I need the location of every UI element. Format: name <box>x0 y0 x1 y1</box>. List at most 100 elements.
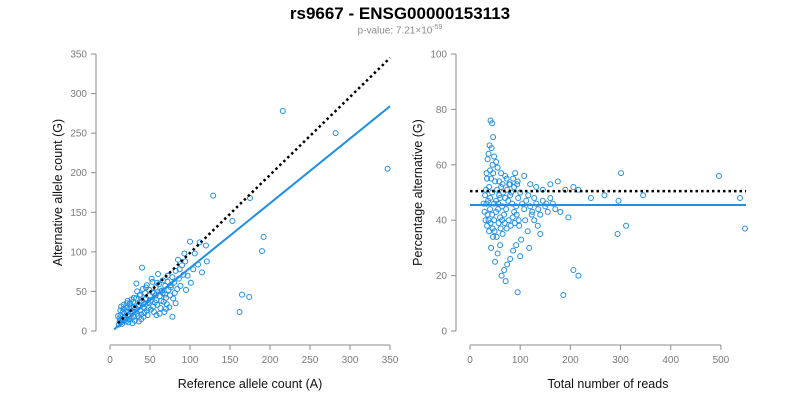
data-point <box>492 258 499 265</box>
data-point <box>511 219 518 226</box>
data-point <box>499 217 506 224</box>
data-point <box>203 258 210 265</box>
data-point <box>741 225 748 232</box>
data-point <box>484 211 491 218</box>
x-tick-label: 0 <box>467 355 473 366</box>
data-point <box>528 211 535 218</box>
data-point <box>514 181 521 188</box>
data-point <box>547 195 554 202</box>
data-point <box>158 297 165 304</box>
data-point <box>507 222 514 229</box>
data-point <box>521 206 528 213</box>
x-tick-label: 200 <box>262 355 279 366</box>
data-point <box>150 303 157 310</box>
data-point <box>480 200 487 207</box>
data-point <box>501 267 508 274</box>
y-tick-label: 300 <box>70 89 87 100</box>
data-point <box>191 250 198 257</box>
data-point <box>236 309 243 316</box>
data-point <box>488 145 495 152</box>
data-point <box>515 217 522 224</box>
data-point <box>156 310 163 317</box>
data-point <box>531 195 538 202</box>
data-point <box>513 203 520 210</box>
data-point <box>162 291 169 298</box>
data-point <box>187 279 194 286</box>
data-point <box>259 248 265 255</box>
chart-subtitle: p-value: 7.21×10-59 <box>0 24 800 36</box>
data-point <box>487 219 494 226</box>
data-point <box>527 181 534 188</box>
data-point <box>182 258 189 265</box>
data-point <box>482 217 489 224</box>
data-point <box>587 195 594 202</box>
x-tick-label: 300 <box>612 355 629 366</box>
x-tick-label: 100 <box>182 355 199 366</box>
data-point <box>134 288 141 295</box>
data-point <box>533 200 540 207</box>
data-point <box>172 300 179 307</box>
data-point <box>499 231 506 238</box>
data-point <box>601 192 608 199</box>
data-point <box>618 170 625 177</box>
data-point <box>131 309 138 316</box>
data-point <box>518 236 525 243</box>
data-point <box>535 206 542 213</box>
y-tick-label: 0 <box>441 327 447 338</box>
data-point <box>501 211 508 218</box>
data-point <box>183 286 189 293</box>
data-point <box>493 197 500 204</box>
p-value-text: p-value: 7.21×10 <box>357 25 433 37</box>
data-point <box>506 181 513 188</box>
data-point <box>127 312 133 319</box>
data-point <box>502 195 509 202</box>
data-point <box>489 161 496 168</box>
data-point <box>516 222 523 229</box>
data-point <box>133 280 140 287</box>
data-point <box>554 178 561 185</box>
data-point <box>187 238 193 245</box>
data-point <box>154 279 161 286</box>
data-point <box>163 305 169 312</box>
data-point <box>139 264 145 271</box>
data-point <box>490 170 497 177</box>
data-point <box>494 250 501 257</box>
data-point <box>483 200 490 207</box>
data-point <box>515 195 522 202</box>
data-point <box>157 305 164 312</box>
data-point <box>497 225 504 232</box>
data-point <box>507 255 514 262</box>
data-point <box>503 175 510 182</box>
data-point <box>529 208 536 215</box>
x-tick-label: 50 <box>144 355 156 366</box>
data-point <box>534 222 541 229</box>
data-point <box>190 266 197 273</box>
data-point <box>155 281 162 288</box>
data-point <box>565 214 572 221</box>
data-point <box>143 307 150 314</box>
data-point <box>384 165 391 172</box>
data-point <box>170 295 177 302</box>
data-point <box>159 277 166 284</box>
data-point <box>137 291 144 298</box>
data-point <box>239 291 245 298</box>
data-point <box>167 284 174 291</box>
data-point <box>498 272 505 279</box>
data-point <box>496 192 503 199</box>
data-point <box>615 197 622 204</box>
data-point <box>498 170 505 177</box>
scatter-panel-percentage: 0 100 200 300 400 500 0 20 40 60 80 100 Total number… <box>411 50 748 391</box>
y-axis-label: Percentage alternative (G) <box>411 119 425 266</box>
data-point <box>490 233 497 240</box>
data-point <box>547 181 554 188</box>
data-point <box>523 197 530 204</box>
x-tick-label: 200 <box>562 355 579 366</box>
data-point <box>494 186 501 193</box>
data-point <box>332 130 339 137</box>
y-tick-label: 60 <box>436 160 448 171</box>
fit-line <box>113 105 391 331</box>
data-point <box>575 186 582 193</box>
x-axis-label: Total number of reads <box>548 377 669 391</box>
data-point <box>510 175 517 182</box>
